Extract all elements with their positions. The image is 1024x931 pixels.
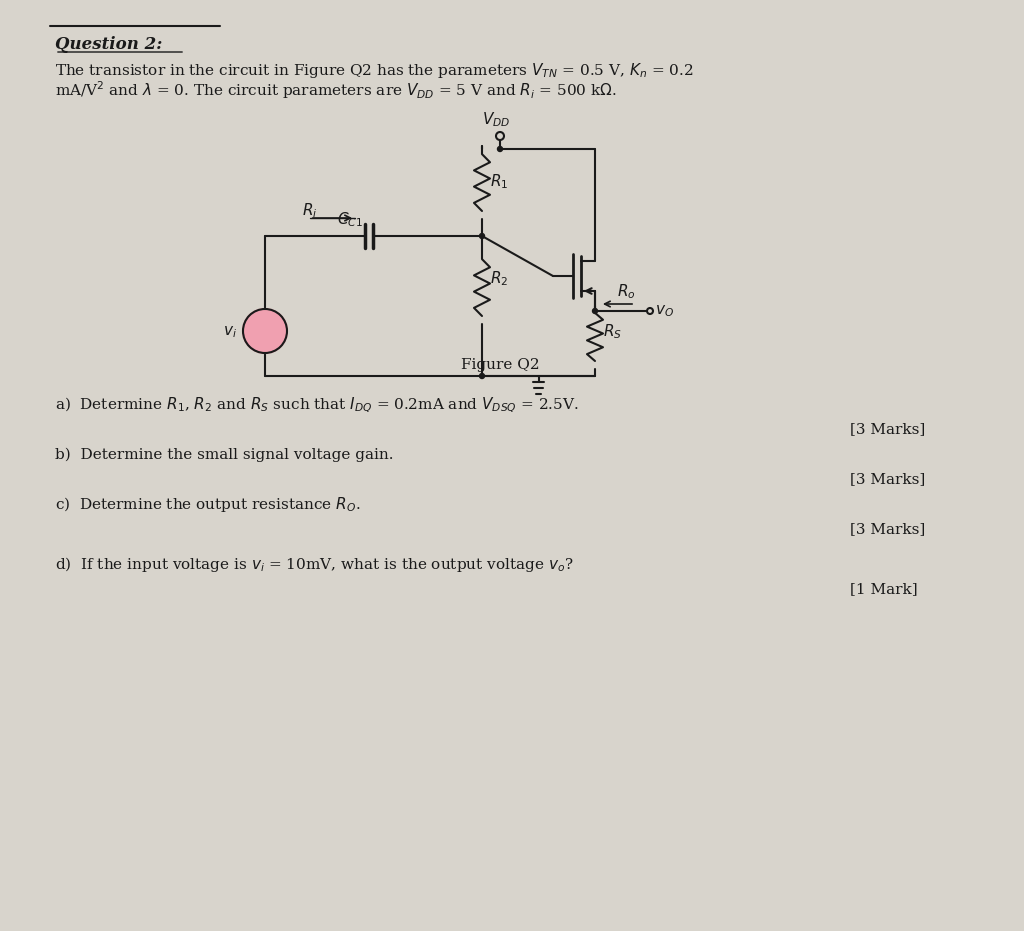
Text: [3 Marks]: [3 Marks]: [850, 522, 926, 536]
Text: [3 Marks]: [3 Marks]: [850, 422, 926, 436]
Text: $V_{DD}$: $V_{DD}$: [482, 110, 510, 128]
Text: $v_O$: $v_O$: [655, 303, 674, 318]
Text: a)  Determine $R_1$, $R_2$ and $R_S$ such that $I_{DQ}$ = 0.2mA and $V_{DSQ}$ = : a) Determine $R_1$, $R_2$ and $R_S$ such…: [55, 396, 579, 414]
Text: The transistor in the circuit in Figure Q2 has the parameters $V_{TN}$ = 0.5 V, : The transistor in the circuit in Figure …: [55, 61, 693, 80]
Circle shape: [498, 146, 503, 152]
Text: Question 2:: Question 2:: [55, 36, 163, 53]
Circle shape: [479, 373, 484, 379]
Text: d)  If the input voltage is $v_i$ = 10mV, what is the output voltage $v_o$?: d) If the input voltage is $v_i$ = 10mV,…: [55, 555, 573, 574]
Text: $R_S$: $R_S$: [603, 322, 622, 341]
Text: $C_{C1}$: $C_{C1}$: [337, 210, 362, 229]
Text: $R_2$: $R_2$: [490, 269, 508, 289]
Text: $R_i$: $R_i$: [302, 201, 317, 220]
Text: $R_1$: $R_1$: [490, 172, 508, 191]
Text: +: +: [253, 319, 265, 334]
Text: b)  Determine the small signal voltage gain.: b) Determine the small signal voltage ga…: [55, 448, 393, 462]
Text: −: −: [252, 330, 266, 348]
Circle shape: [479, 234, 484, 238]
Circle shape: [243, 309, 287, 353]
Text: c)  Determine the output resistance $R_O$.: c) Determine the output resistance $R_O$…: [55, 495, 360, 514]
Text: [1 Mark]: [1 Mark]: [850, 582, 918, 596]
Circle shape: [593, 308, 597, 314]
Text: $R_o$: $R_o$: [617, 282, 636, 301]
Text: Figure Q2: Figure Q2: [461, 358, 540, 372]
Text: mA/V$^2$ and $\lambda$ = 0. The circuit parameters are $V_{DD}$ = 5 V and $R_i$ : mA/V$^2$ and $\lambda$ = 0. The circuit …: [55, 79, 616, 101]
Text: $v_i$: $v_i$: [223, 324, 237, 340]
Text: [3 Marks]: [3 Marks]: [850, 472, 926, 486]
